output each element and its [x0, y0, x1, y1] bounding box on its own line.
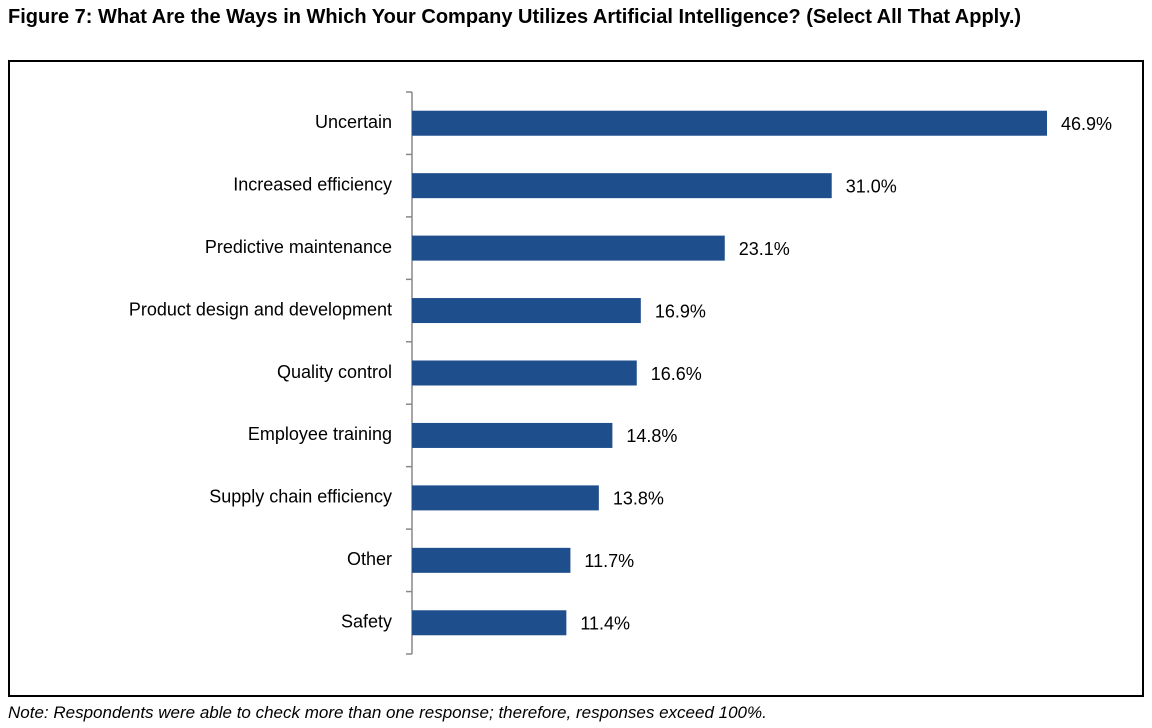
bar-chart: Uncertain Increased efficiency Predictive … [129, 91, 1112, 655]
category-label: Increased efficiency [233, 174, 392, 194]
value-label: 16.6% [651, 364, 702, 384]
bar [412, 547, 571, 573]
value-label: 11.7% [584, 551, 634, 571]
category-label: Product design and development [129, 299, 392, 319]
figure-title: Figure 7: What Are the Ways in Which You… [8, 6, 1022, 28]
bar [412, 173, 832, 199]
category-label: Uncertain [315, 112, 392, 132]
bar [412, 110, 1047, 136]
value-label: 31.0% [846, 176, 897, 196]
y-axis-ticks [406, 91, 412, 655]
bar [412, 298, 641, 324]
category-labels: Uncertain Increased efficiency Predictive … [129, 112, 392, 632]
category-label: Supply chain efficiency [209, 487, 392, 507]
category-label: Employee training [248, 424, 392, 444]
figure-note: Note: Respondents were able to check mor… [8, 703, 767, 722]
bar [412, 422, 613, 448]
chart-frame: Uncertain Increased efficiency Predictive … [8, 60, 1144, 697]
value-label: 14.8% [626, 426, 677, 446]
bar [412, 360, 637, 386]
value-label: 46.9% [1061, 114, 1112, 134]
category-label: Safety [341, 612, 392, 632]
bar [412, 610, 567, 636]
bar [412, 235, 725, 261]
value-label: 13.8% [613, 489, 664, 509]
value-label: 16.9% [655, 301, 706, 321]
category-label: Predictive maintenance [205, 237, 392, 257]
value-label: 23.1% [739, 239, 790, 259]
category-label: Quality control [277, 362, 392, 382]
bars-group [412, 110, 1047, 636]
value-label: 11.4% [580, 614, 630, 634]
value-labels: 46.9% 31.0% 23.1% 16.9% 16.6% 14.8% 13.8% 11.7%… [580, 114, 1112, 634]
category-label: Other [347, 549, 392, 569]
bar [412, 485, 599, 511]
